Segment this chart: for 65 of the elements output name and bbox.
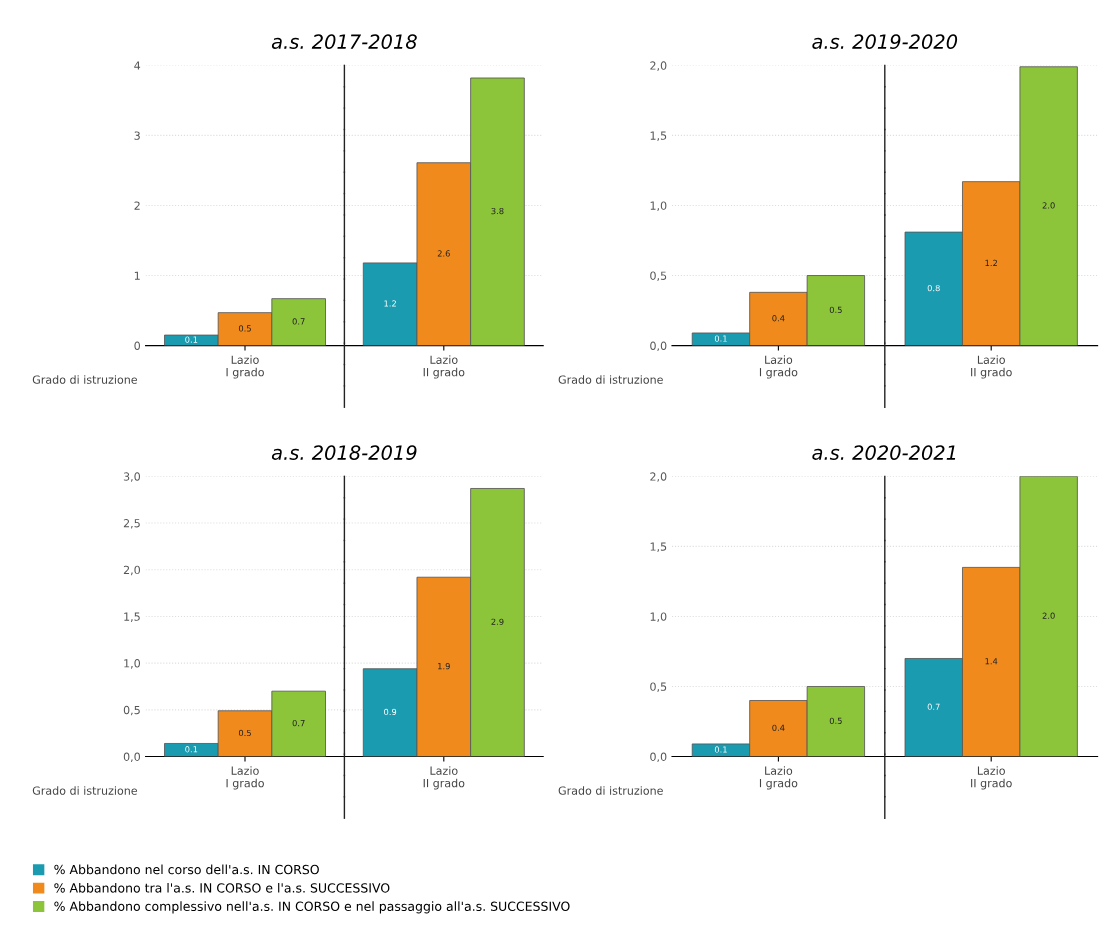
- data-label: 0.1: [185, 336, 198, 343]
- text: Grado di istruzione: [558, 375, 663, 384]
- data-label: 0.5: [829, 717, 842, 724]
- y-tick-label: 2,5: [123, 519, 140, 529]
- y-tick-label: 0,0: [650, 341, 667, 352]
- data-label: 1.2: [985, 259, 997, 266]
- y-tick-label: 0,5: [650, 271, 667, 282]
- y-tick-label: 3,0: [123, 472, 140, 482]
- chart-title: a.s. 2020-2021: [812, 445, 956, 460]
- legend-label: % Abbandono tra l'a.s. IN CORSO e l'a.s. SUCCESSIVO: [54, 882, 390, 893]
- chart-title: a.s. 2019-2020: [812, 34, 958, 49]
- data-label: 3.8: [491, 207, 504, 215]
- y-tick-label: 2: [134, 201, 140, 210]
- y-tick-label: 1,5: [650, 131, 667, 141]
- text: Grado di istruzione: [558, 786, 663, 795]
- x-tick-label: Lazio I grado: [226, 766, 264, 790]
- data-label: 0.4: [772, 724, 785, 731]
- x-tick-label: Lazio II grado: [423, 766, 465, 790]
- text: Grado di istruzione: [32, 786, 138, 795]
- y-tick-label: 2,0: [650, 61, 667, 71]
- y-tick-label: 1,0: [124, 659, 140, 669]
- data-label: 0.1: [185, 746, 198, 753]
- y-tick-label: 1,0: [650, 612, 667, 622]
- data-label: 1.2: [384, 300, 396, 307]
- y-tick-label: 1,0: [650, 201, 667, 211]
- y-tick-label: 2,0: [123, 565, 140, 576]
- data-label: 0.9: [384, 708, 397, 716]
- y-tick-label: 1: [134, 271, 140, 280]
- data-label: 0.1: [714, 335, 727, 342]
- y-tick-label: 1,5: [124, 612, 140, 622]
- legend-label: % Abbandono complessivo nell'a.s. IN CORSO e nel passaggio all'a.s. SUCCESSIVO: [54, 901, 570, 914]
- y-tick-label: 0,0: [650, 752, 667, 763]
- x-tick-label: Lazio I grado: [759, 355, 798, 379]
- y-tick-label: 0,5: [650, 682, 667, 692]
- data-label: 2.9: [491, 618, 504, 625]
- data-label: 0.7: [292, 318, 305, 325]
- chart-title: a.s. 2018-2019: [271, 445, 417, 460]
- y-tick-label: 4: [134, 61, 141, 70]
- data-label: 1.4: [985, 658, 998, 665]
- x-tick-label: Lazio II grado: [971, 355, 1012, 379]
- x-tick-label: Lazio II grado: [423, 355, 465, 379]
- data-label: 0.7: [292, 719, 305, 727]
- x-tick-label: Lazio II grado: [971, 766, 1012, 790]
- text: Grado di istruzione: [32, 375, 138, 384]
- data-label: 0.5: [238, 729, 251, 737]
- y-tick-label: 3: [134, 131, 140, 140]
- x-tick-label: Lazio I grado: [759, 766, 798, 790]
- y-tick-label: 2,0: [650, 472, 667, 482]
- y-tick-label: 0,0: [123, 752, 140, 763]
- data-label: 2.0: [1042, 202, 1055, 209]
- data-label: 0.1: [714, 746, 727, 753]
- legend-label: % Abbandono nel corso dell'a.s. IN CORSO: [54, 864, 319, 875]
- data-label: 0.7: [927, 703, 940, 710]
- x-tick-label: Lazio I grado: [226, 355, 264, 379]
- data-label: 2.0: [1042, 612, 1055, 619]
- y-tick-label: 0: [134, 341, 140, 350]
- data-label: 0.8: [927, 284, 940, 292]
- chart-title: a.s. 2017-2018: [271, 34, 417, 49]
- data-label: 1.9: [438, 662, 450, 670]
- data-label: 0.5: [829, 306, 842, 313]
- data-label: 0.5: [238, 325, 251, 332]
- data-label: 0.4: [772, 315, 785, 322]
- y-tick-label: 1,5: [650, 542, 667, 552]
- y-tick-label: 0,5: [123, 705, 140, 716]
- data-label: 2.6: [437, 250, 450, 257]
